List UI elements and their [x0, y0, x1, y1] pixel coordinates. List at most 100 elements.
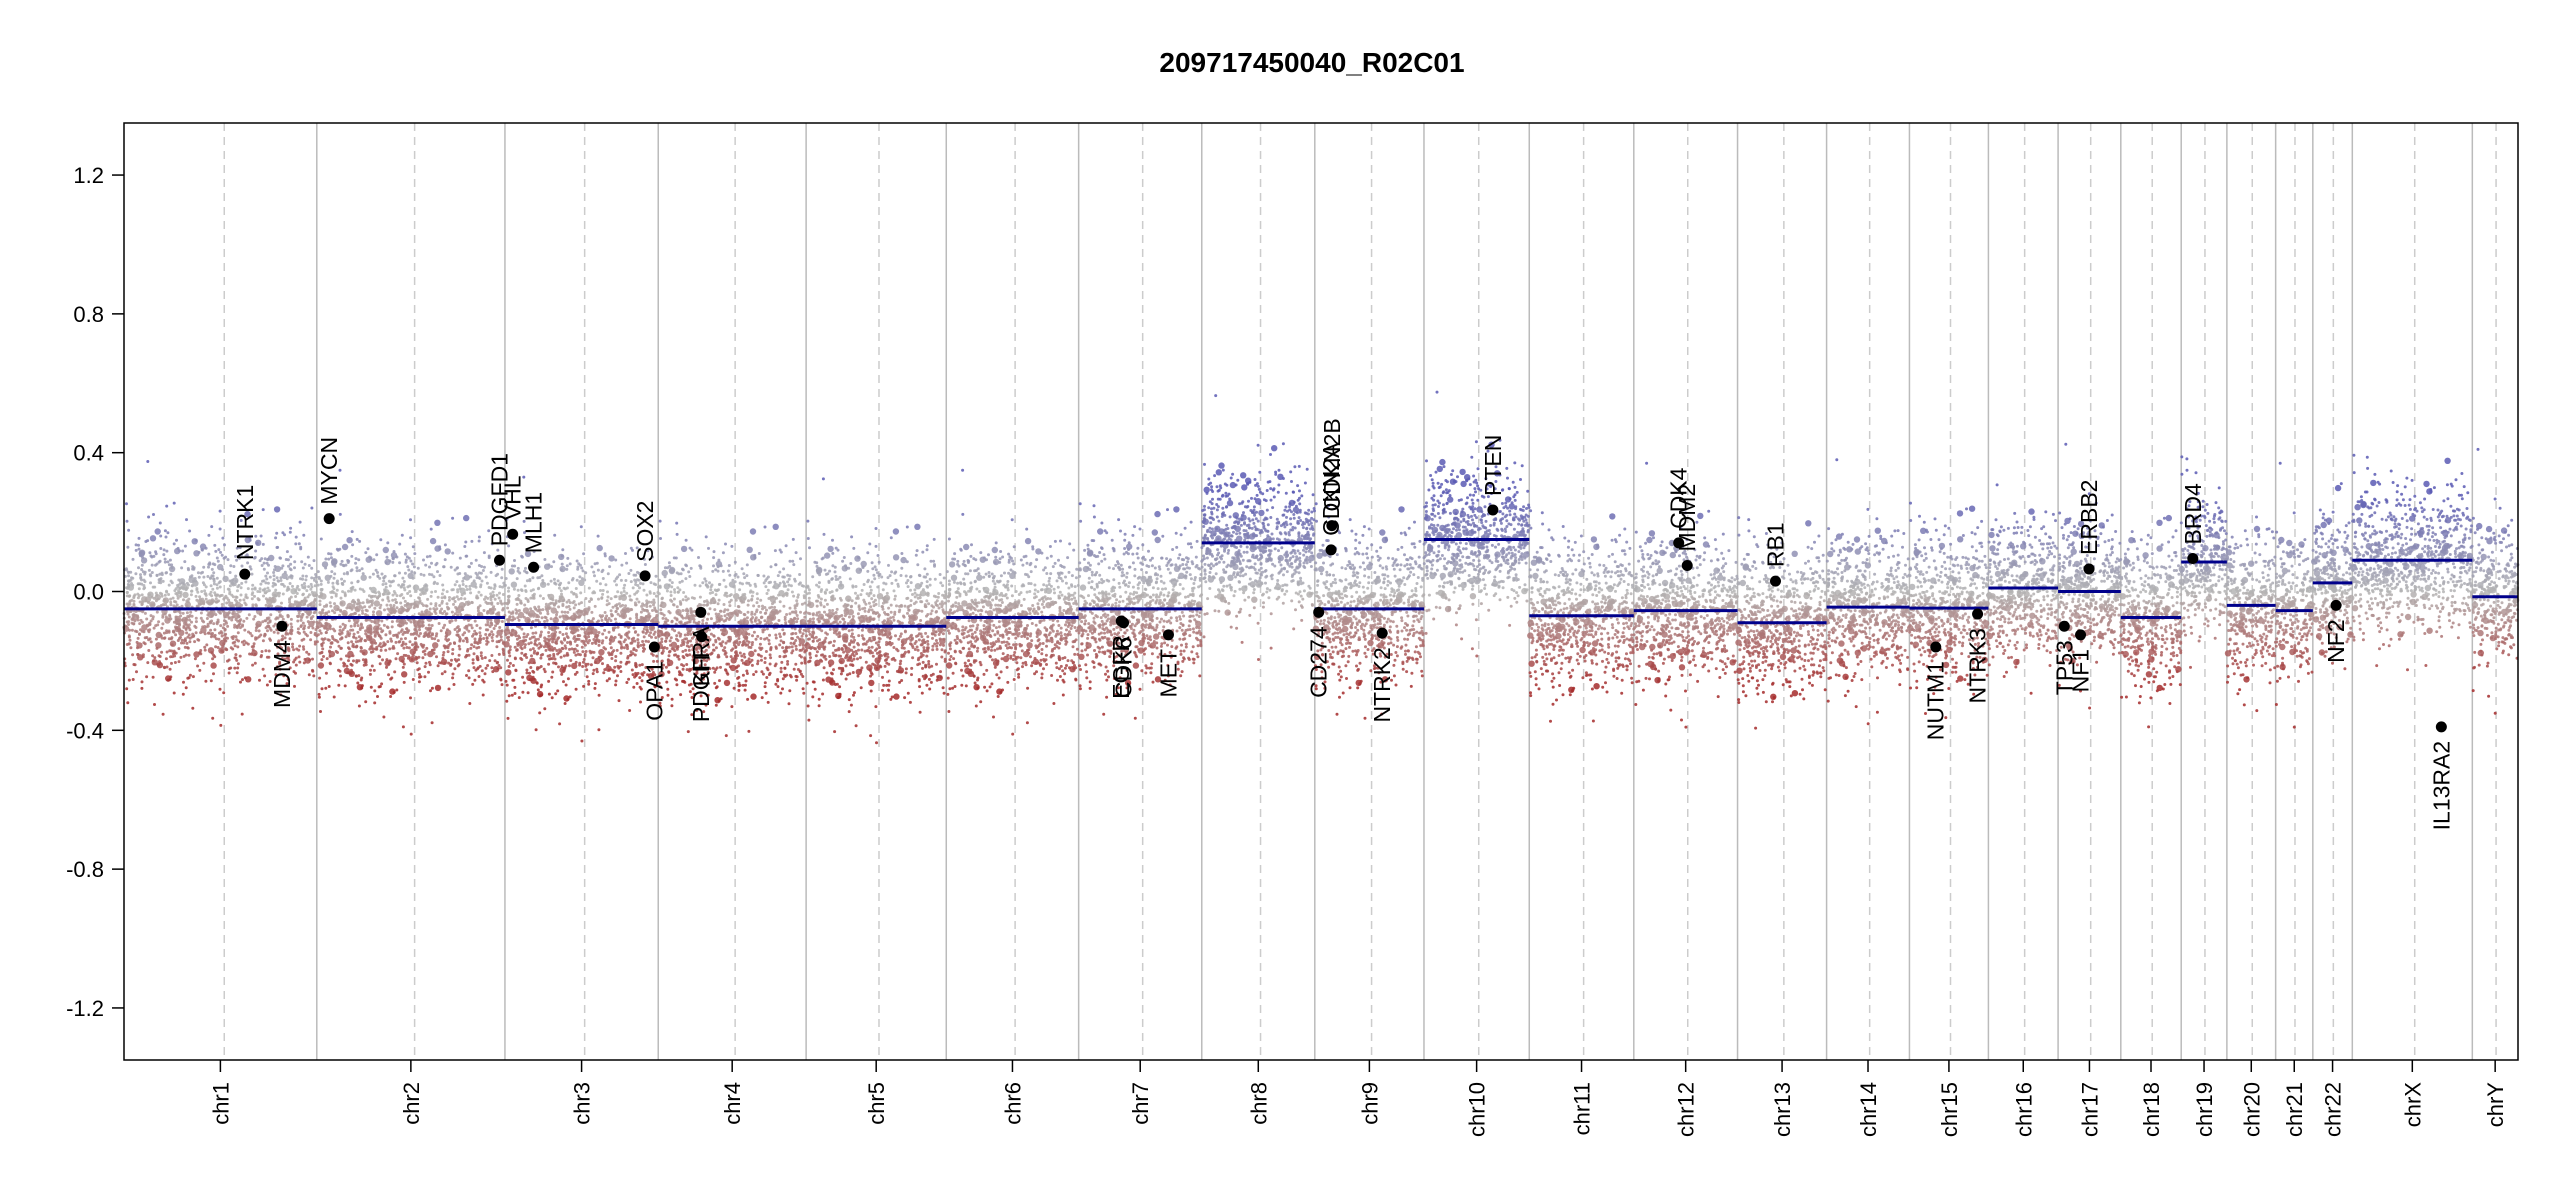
probe-point: [303, 602, 307, 606]
probe-point: [279, 576, 283, 580]
probe-point: [614, 679, 618, 683]
probe-point: [267, 598, 271, 602]
probe-point: [591, 672, 595, 676]
probe-point: [350, 554, 354, 558]
probe-point: [336, 607, 340, 611]
probe-point: [201, 581, 205, 585]
probe-point: [426, 597, 430, 601]
probe-point: [444, 612, 448, 616]
probe-point: [791, 649, 795, 653]
probe-point: [401, 608, 405, 612]
probe-point: [477, 645, 481, 649]
probe-point: [730, 705, 734, 709]
probe-point: [315, 625, 319, 629]
probe-point: [679, 644, 683, 647]
probe-point: [523, 584, 527, 588]
probe-point: [199, 611, 203, 615]
probe-point: [318, 577, 321, 581]
probe-point: [276, 616, 280, 620]
probe-point: [539, 656, 543, 660]
probe-point: [425, 608, 429, 612]
probe-point: [305, 650, 309, 654]
probe-point: [563, 638, 567, 642]
probe-point: [572, 625, 579, 632]
probe-point: [475, 573, 479, 577]
probe-point: [642, 643, 646, 647]
probe-point: [182, 626, 186, 629]
probe-point: [746, 603, 750, 607]
probe-point: [660, 596, 664, 600]
probe-point: [716, 569, 720, 573]
probe-point: [760, 658, 763, 662]
probe-point: [310, 585, 314, 589]
probe-point: [452, 602, 455, 606]
probe-point: [403, 588, 407, 592]
probe-point: [187, 623, 191, 627]
probe-point: [519, 588, 523, 592]
probe-point: [513, 564, 517, 568]
probe-point: [140, 686, 144, 690]
probe-point: [177, 647, 181, 651]
probe-point: [554, 640, 558, 644]
probe-point: [127, 574, 130, 578]
probe-point: [636, 671, 640, 675]
probe-point: [675, 532, 679, 536]
probe-point: [597, 631, 601, 634]
probe-point: [769, 648, 773, 652]
probe-point: [386, 640, 390, 644]
probe-point: [423, 665, 427, 669]
probe-point: [238, 556, 241, 560]
probe-point: [721, 551, 725, 555]
probe-point: [235, 671, 239, 675]
probe-point: [207, 533, 211, 537]
probe-point: [432, 607, 436, 611]
probe-point: [172, 650, 176, 654]
probe-point: [392, 590, 396, 593]
probe-point: [159, 634, 163, 638]
probe-point: [561, 602, 565, 606]
probe-point: [536, 688, 540, 692]
probe-point: [134, 572, 138, 576]
probe-point: [309, 617, 313, 621]
probe-point: [572, 650, 576, 654]
probe-point: [684, 595, 688, 599]
probe-point: [342, 572, 346, 576]
probe-point: [225, 648, 229, 652]
probe-point: [390, 620, 394, 624]
probe-point: [513, 685, 517, 689]
probe-point: [790, 610, 794, 614]
probe-point: [205, 600, 209, 604]
probe-point: [470, 643, 474, 647]
probe-point: [452, 683, 456, 686]
probe-point: [731, 647, 735, 651]
probe-point: [759, 620, 762, 624]
probe-point: [380, 682, 384, 686]
probe-point: [152, 626, 156, 630]
probe-point: [682, 680, 686, 683]
probe-point: [729, 593, 733, 597]
probe-point: [553, 533, 557, 537]
probe-point: [463, 574, 471, 581]
probe-point: [223, 633, 227, 637]
probe-point: [326, 628, 329, 632]
probe-point: [182, 680, 185, 684]
probe-point: [373, 594, 377, 598]
probe-point: [188, 529, 192, 533]
probe-point: [609, 638, 612, 642]
probe-point: [642, 635, 646, 639]
probe-point: [795, 678, 799, 682]
probe-point: [215, 621, 219, 624]
probe-point: [472, 666, 476, 670]
probe-point: [511, 618, 515, 622]
probe-point: [151, 659, 158, 666]
probe-point: [141, 624, 148, 631]
probe-point: [339, 674, 342, 678]
probe-point: [240, 564, 244, 568]
probe-point: [273, 593, 277, 597]
probe-point: [296, 627, 300, 631]
probe-point: [138, 633, 141, 636]
probe-point: [403, 552, 407, 556]
probe-point: [290, 628, 294, 632]
probe-point: [762, 574, 766, 578]
probe-point: [786, 662, 790, 666]
